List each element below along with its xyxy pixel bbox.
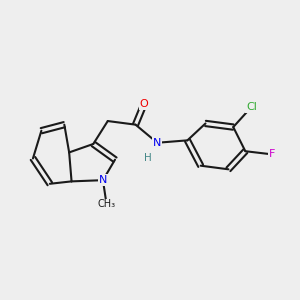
Text: F: F [269, 149, 275, 159]
Text: CH₃: CH₃ [98, 199, 116, 209]
Text: H: H [144, 153, 152, 164]
Text: N: N [153, 138, 161, 148]
Text: O: O [140, 99, 148, 109]
Text: Cl: Cl [246, 102, 257, 112]
Text: N: N [99, 175, 107, 185]
